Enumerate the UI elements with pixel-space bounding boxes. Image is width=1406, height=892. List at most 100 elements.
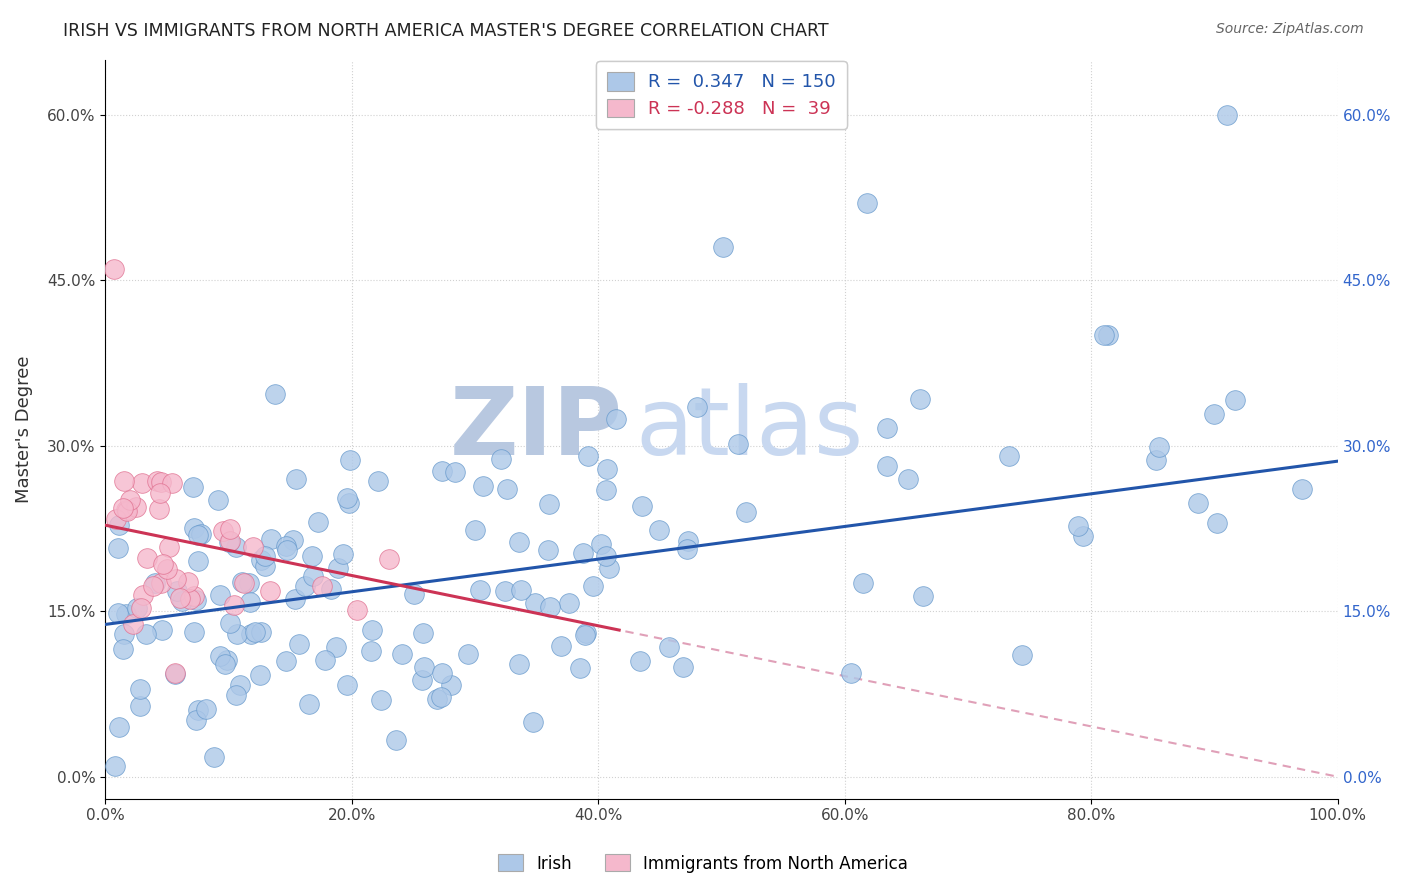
Point bbox=[508, 534, 530, 549]
Point bbox=[339, 452, 361, 467]
Point bbox=[169, 591, 191, 605]
Point bbox=[202, 750, 225, 764]
Point bbox=[172, 593, 194, 607]
Point bbox=[249, 624, 271, 639]
Point bbox=[1291, 482, 1313, 496]
Point bbox=[112, 500, 135, 515]
Point bbox=[179, 592, 201, 607]
Point bbox=[285, 472, 308, 486]
Point bbox=[1092, 327, 1115, 342]
Point bbox=[228, 678, 250, 692]
Point bbox=[225, 627, 247, 641]
Point bbox=[1225, 393, 1247, 408]
Point bbox=[105, 512, 128, 526]
Point bbox=[184, 592, 207, 607]
Point bbox=[686, 401, 709, 415]
Point bbox=[218, 535, 240, 549]
Point bbox=[856, 196, 879, 211]
Point bbox=[411, 673, 433, 687]
Point bbox=[672, 660, 695, 674]
Point bbox=[537, 543, 560, 558]
Point bbox=[157, 541, 180, 555]
Point bbox=[510, 582, 533, 597]
Point bbox=[264, 387, 287, 401]
Point bbox=[426, 691, 449, 706]
Point bbox=[628, 654, 651, 668]
Point bbox=[132, 588, 155, 602]
Text: atlas: atlas bbox=[636, 384, 863, 475]
Point bbox=[112, 641, 135, 656]
Point bbox=[1144, 453, 1167, 467]
Legend: Irish, Immigrants from North America: Irish, Immigrants from North America bbox=[491, 847, 915, 880]
Point bbox=[575, 626, 598, 640]
Point bbox=[177, 575, 200, 590]
Point bbox=[135, 626, 157, 640]
Point bbox=[276, 543, 298, 558]
Point bbox=[494, 584, 516, 599]
Point bbox=[274, 539, 297, 553]
Point bbox=[107, 517, 129, 532]
Point bbox=[314, 653, 336, 667]
Point bbox=[675, 542, 697, 557]
Point bbox=[325, 640, 347, 654]
Point bbox=[582, 579, 605, 593]
Point bbox=[187, 528, 209, 542]
Point bbox=[727, 436, 749, 450]
Point bbox=[249, 553, 271, 567]
Point bbox=[238, 576, 260, 591]
Point bbox=[402, 587, 425, 601]
Point bbox=[115, 503, 138, 517]
Point bbox=[145, 576, 167, 591]
Point bbox=[839, 666, 862, 681]
Point bbox=[243, 625, 266, 640]
Point bbox=[589, 537, 612, 551]
Point bbox=[183, 521, 205, 535]
Point bbox=[259, 583, 281, 598]
Point bbox=[378, 552, 401, 566]
Point bbox=[225, 540, 247, 554]
Point bbox=[443, 465, 465, 479]
Point bbox=[1071, 529, 1094, 543]
Point bbox=[131, 476, 153, 491]
Point bbox=[337, 496, 360, 510]
Point bbox=[595, 483, 617, 498]
Point bbox=[336, 678, 359, 692]
Point bbox=[242, 540, 264, 554]
Point bbox=[104, 758, 127, 772]
Point bbox=[239, 626, 262, 640]
Point bbox=[1011, 648, 1033, 663]
Point bbox=[217, 653, 239, 667]
Point bbox=[219, 534, 242, 549]
Point bbox=[249, 667, 271, 681]
Point bbox=[911, 590, 934, 604]
Point bbox=[149, 576, 172, 591]
Point bbox=[308, 515, 330, 529]
Text: IRISH VS IMMIGRANTS FROM NORTH AMERICA MASTER'S DEGREE CORRELATION CHART: IRISH VS IMMIGRANTS FROM NORTH AMERICA M… bbox=[63, 22, 830, 40]
Point bbox=[284, 591, 307, 606]
Point bbox=[430, 464, 453, 478]
Point bbox=[107, 606, 129, 620]
Point bbox=[183, 624, 205, 639]
Point bbox=[187, 703, 209, 717]
Point bbox=[160, 475, 183, 490]
Point bbox=[155, 562, 177, 576]
Point bbox=[186, 713, 208, 727]
Point bbox=[135, 551, 157, 566]
Point bbox=[254, 549, 277, 563]
Point bbox=[115, 607, 138, 621]
Point bbox=[429, 690, 451, 704]
Point bbox=[489, 452, 512, 467]
Point bbox=[538, 600, 561, 615]
Point bbox=[150, 475, 173, 490]
Point bbox=[346, 602, 368, 616]
Point bbox=[605, 412, 627, 426]
Point bbox=[598, 560, 620, 574]
Point bbox=[876, 459, 898, 474]
Point bbox=[464, 523, 486, 537]
Point bbox=[194, 702, 217, 716]
Point bbox=[595, 549, 617, 563]
Point bbox=[538, 497, 561, 511]
Point bbox=[302, 568, 325, 582]
Point bbox=[1067, 519, 1090, 533]
Point bbox=[142, 579, 165, 593]
